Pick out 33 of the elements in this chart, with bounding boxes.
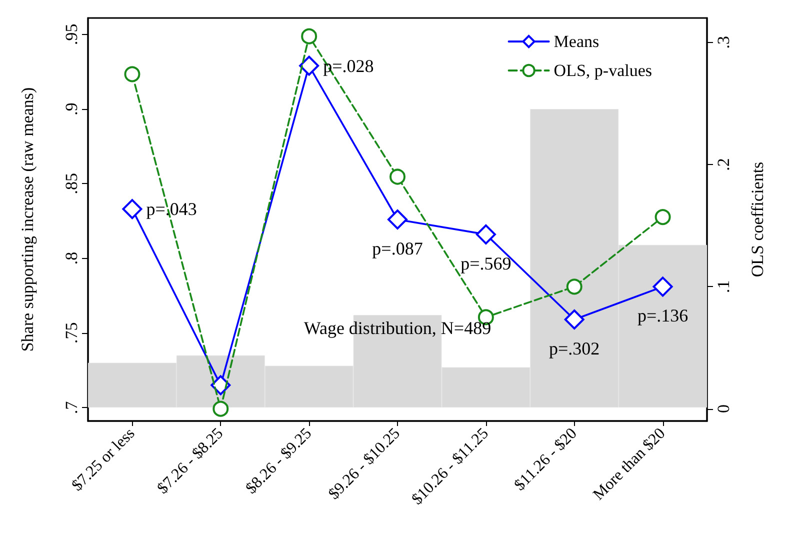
point xyxy=(476,224,496,244)
point xyxy=(212,400,229,417)
point xyxy=(564,310,584,330)
point xyxy=(566,278,582,295)
series-label: Wage distribution, N=489 xyxy=(304,318,492,338)
y-axis-title: Share supporting increase (raw means) xyxy=(18,87,37,352)
annotation: p=.569 xyxy=(460,253,512,274)
annotation: p=.302 xyxy=(549,338,600,359)
y2-tick-label: .1 xyxy=(714,280,733,294)
y-tick-label: .8 xyxy=(62,252,81,265)
y-tick-label: .95 xyxy=(62,24,81,46)
y-tick-label: .75 xyxy=(62,322,81,344)
y2-tick-label: .3 xyxy=(714,36,733,49)
annotation: p=.087 xyxy=(372,238,423,258)
y2-tick-label: 0 xyxy=(714,404,733,414)
annotation: p=.043 xyxy=(146,199,197,220)
y-tick-label: .7 xyxy=(62,400,81,414)
point xyxy=(124,66,140,82)
point xyxy=(301,28,318,44)
legend-label: Means xyxy=(554,32,600,51)
y2-axis-title: OLS coefficients xyxy=(748,162,767,278)
y-tick-label: .9 xyxy=(62,102,81,116)
point xyxy=(299,56,320,76)
point xyxy=(654,209,671,226)
legend-label: OLS, p-values xyxy=(554,61,652,80)
point xyxy=(390,168,406,185)
point xyxy=(652,276,673,297)
y-tick-label: .85 xyxy=(62,173,81,194)
point xyxy=(122,199,142,220)
annotation: p=.028 xyxy=(323,56,374,76)
point xyxy=(388,210,408,230)
y2-tick-label: .2 xyxy=(714,158,733,171)
annotation: p=.136 xyxy=(637,306,688,326)
